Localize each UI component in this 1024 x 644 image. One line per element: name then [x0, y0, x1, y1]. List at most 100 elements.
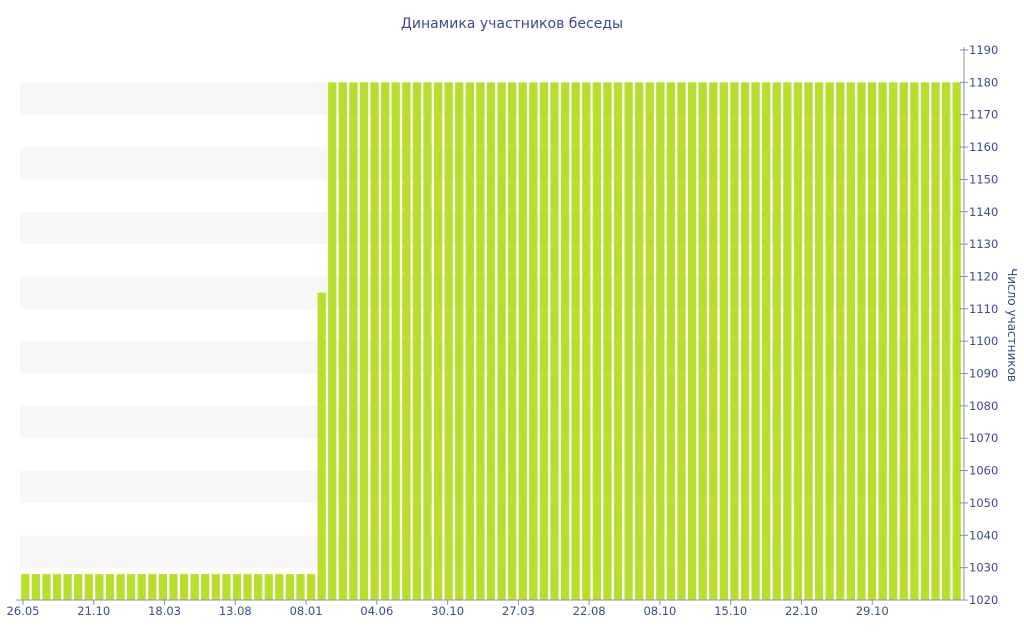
bar — [359, 82, 369, 600]
y-axis-label: Число участников — [1005, 268, 1019, 382]
bar — [328, 82, 337, 600]
bar — [560, 82, 570, 600]
x-tick-label: 13.08 — [219, 604, 252, 618]
bar — [169, 574, 178, 600]
y-tick-label: 1150 — [969, 172, 998, 186]
x-tick-label: 30.10 — [431, 604, 464, 618]
chart-title: Динамика участников беседы — [401, 16, 623, 32]
x-tick-label: 29.10 — [856, 604, 889, 618]
x-axis: 26.05 21.10 18.03 13.08 08.01 04.06 30.10 27.03… — [7, 599, 964, 618]
bar — [910, 82, 919, 600]
y-tick-label: 1190 — [969, 43, 998, 57]
bar — [296, 574, 305, 600]
bar — [84, 574, 93, 600]
bar — [571, 82, 580, 600]
bar — [264, 574, 273, 600]
bar — [444, 82, 453, 600]
bar — [539, 82, 549, 600]
x-tick-label: 22.08 — [573, 604, 606, 618]
y-tick-label: 1090 — [969, 367, 998, 381]
bar — [21, 574, 30, 600]
bar — [931, 82, 940, 600]
y-tick-label: 1130 — [969, 237, 998, 251]
bar — [52, 574, 62, 600]
bar — [814, 82, 824, 600]
x-tick-label: 27.03 — [502, 604, 535, 618]
bar — [95, 574, 104, 600]
bar — [529, 82, 538, 600]
y-tick-label: 1070 — [969, 431, 998, 445]
bar — [105, 574, 115, 600]
bar — [645, 82, 654, 600]
bar — [391, 82, 400, 600]
x-tick-label: 15.10 — [714, 604, 747, 618]
bar — [232, 574, 242, 600]
bar — [190, 574, 199, 600]
bar — [698, 82, 707, 600]
bar — [793, 82, 803, 600]
x-tick-label: 18.03 — [148, 604, 181, 618]
bar — [762, 82, 771, 600]
bar — [857, 82, 866, 600]
bar — [846, 82, 855, 600]
bar — [613, 82, 623, 600]
bar — [179, 574, 189, 600]
bar — [31, 574, 41, 600]
bar — [751, 82, 760, 600]
bar — [433, 82, 443, 600]
bar — [222, 574, 231, 600]
y-tick-label: 1020 — [969, 593, 998, 607]
bar — [476, 82, 485, 600]
bar — [920, 82, 930, 600]
bar — [137, 574, 146, 600]
bar — [899, 82, 908, 600]
y-axis: 1020 1030 1040 1050 1060 1070 1080 1090 1100 1110… — [960, 43, 998, 607]
y-tick-label: 1080 — [969, 399, 998, 413]
bar — [677, 82, 686, 600]
bar — [582, 82, 591, 600]
bar — [127, 574, 136, 600]
bar — [42, 574, 51, 600]
bar — [783, 82, 792, 600]
bar — [412, 82, 422, 600]
bar — [740, 82, 750, 600]
x-tick-label: 08.01 — [290, 604, 323, 618]
bar — [719, 82, 728, 600]
bar — [211, 574, 220, 600]
bar — [306, 574, 316, 600]
bar — [465, 82, 474, 600]
bar — [74, 574, 83, 600]
bar — [592, 82, 601, 600]
x-tick-label: 04.06 — [360, 604, 393, 618]
bar — [497, 82, 506, 600]
bar — [836, 82, 845, 600]
bar — [338, 82, 347, 600]
y-tick-label: 1060 — [969, 464, 998, 478]
bar-series — [21, 82, 961, 600]
y-tick-label: 1050 — [969, 496, 998, 510]
bar — [63, 574, 72, 600]
bar — [518, 82, 527, 600]
y-tick-label: 1100 — [969, 334, 998, 348]
y-tick-label: 1140 — [969, 205, 998, 219]
y-tick-label: 1160 — [969, 140, 998, 154]
bar — [867, 82, 877, 600]
bar — [709, 82, 718, 600]
bar — [624, 82, 633, 600]
bar — [635, 82, 644, 600]
bar — [148, 574, 157, 600]
bar — [158, 574, 168, 600]
bar — [952, 82, 961, 600]
bar — [772, 82, 781, 600]
bar — [889, 82, 898, 600]
bar — [550, 82, 559, 600]
bar — [116, 574, 125, 600]
x-tick-label: 26.05 — [7, 604, 40, 618]
bar — [254, 574, 263, 600]
bar — [201, 574, 210, 600]
bar — [423, 82, 432, 600]
bar — [317, 292, 326, 600]
bar — [508, 82, 517, 600]
